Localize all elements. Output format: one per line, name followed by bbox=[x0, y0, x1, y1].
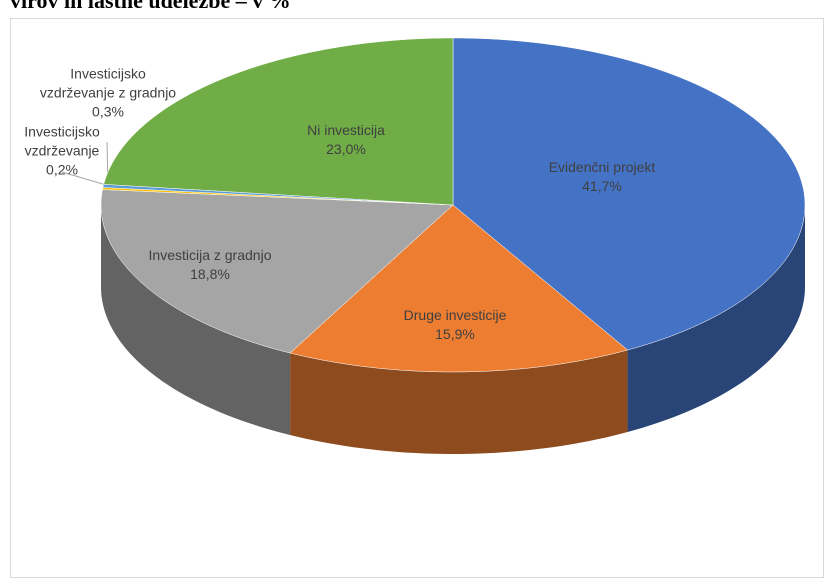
data-label: Investicijsko vzdrževanje 0,2% bbox=[12, 123, 112, 180]
data-label: Ni investicija 23,0% bbox=[307, 121, 385, 159]
leader-line bbox=[61, 171, 107, 186]
label-value: 0,3% bbox=[92, 103, 124, 120]
data-label: Evidenčni projekt 41,7% bbox=[549, 158, 656, 196]
chart-title: virov in lastne udeležbe – v % bbox=[10, 0, 291, 13]
label-value: 0,2% bbox=[46, 161, 78, 178]
data-label: Investicijsko vzdrževanje z gradnjo 0,3% bbox=[33, 65, 183, 122]
label-value: 23,0% bbox=[326, 141, 366, 157]
label-value: 15,9% bbox=[435, 326, 475, 342]
data-label: Investicija z gradnjo 18,8% bbox=[149, 246, 272, 284]
label-name: Ni investicija bbox=[307, 122, 385, 138]
label-name: Investicija z gradnjo bbox=[148, 247, 272, 263]
label-name: Evidenčni projekt bbox=[548, 159, 656, 175]
pie-slice bbox=[100, 189, 454, 354]
pie-side bbox=[290, 350, 628, 454]
label-name: Druge investicije bbox=[403, 307, 507, 323]
label-value: 18,8% bbox=[190, 266, 230, 282]
label-value: 41,7% bbox=[582, 178, 622, 194]
data-label: Druge investicije 15,9% bbox=[404, 306, 507, 344]
pie-slice bbox=[103, 37, 454, 206]
pie-slice bbox=[452, 37, 806, 351]
pie-side bbox=[627, 205, 805, 433]
label-name: Investicijsko vzdrževanje bbox=[24, 123, 100, 159]
pie-slice bbox=[289, 204, 629, 373]
label-name: Investicijsko vzdrževanje z gradnjo bbox=[39, 65, 177, 101]
pie-side bbox=[101, 205, 291, 436]
